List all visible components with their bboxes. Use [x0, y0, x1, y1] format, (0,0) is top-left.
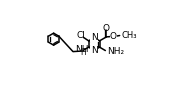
Text: O: O — [110, 32, 117, 41]
Text: O: O — [103, 24, 110, 33]
Text: N: N — [91, 33, 97, 42]
Text: H: H — [80, 48, 86, 57]
Text: NH₂: NH₂ — [107, 47, 124, 56]
Text: Cl: Cl — [77, 31, 86, 40]
Text: CH₃: CH₃ — [122, 31, 137, 40]
Text: N: N — [91, 46, 97, 55]
Text: NH: NH — [75, 45, 89, 54]
